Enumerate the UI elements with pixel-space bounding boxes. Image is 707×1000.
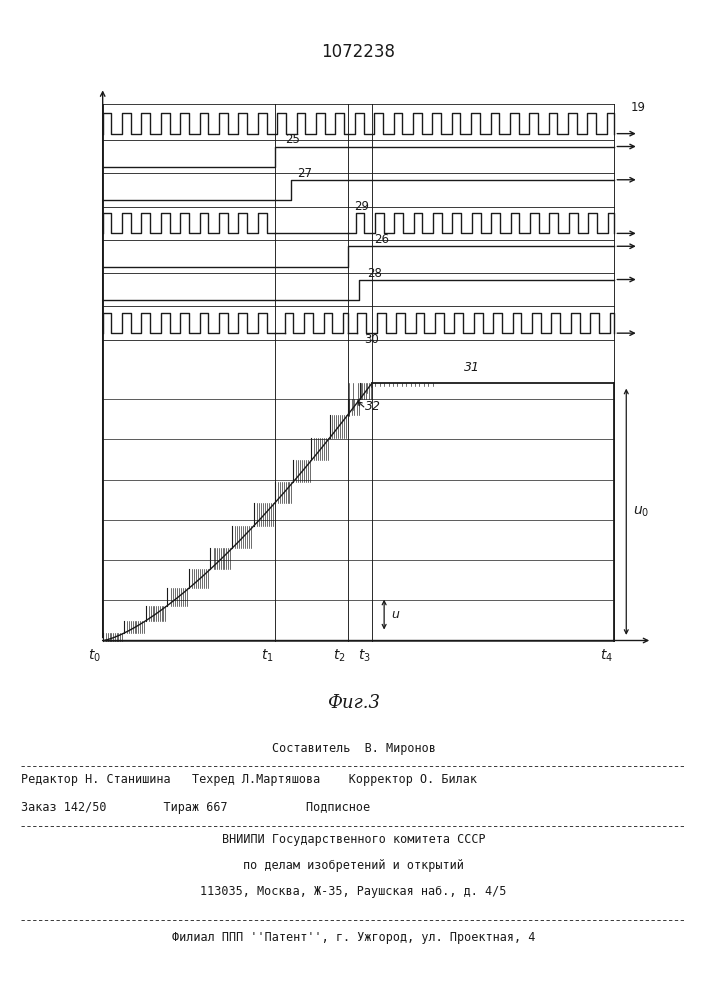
Text: Редактор Н. Станишина   Техред Л.Мартяшова    Корректор О. Билак: Редактор Н. Станишина Техред Л.Мартяшова… [21, 773, 477, 786]
Text: 27: 27 [297, 167, 312, 180]
Text: $u$: $u$ [390, 608, 400, 621]
Text: $t_3$: $t_3$ [358, 647, 370, 664]
Text: 28: 28 [368, 267, 382, 280]
Text: 1072238: 1072238 [322, 43, 395, 61]
Text: Составитель  В. Миронов: Составитель В. Миронов [271, 742, 436, 755]
Text: $t_2$: $t_2$ [334, 647, 346, 664]
Text: 26: 26 [373, 233, 389, 246]
Text: Заказ 142/50        Тираж 667           Подписное: Заказ 142/50 Тираж 667 Подписное [21, 802, 370, 814]
Text: 30: 30 [364, 333, 379, 346]
Text: $u_0$: $u_0$ [633, 505, 649, 519]
Text: 19: 19 [631, 101, 645, 114]
Text: $t_4$: $t_4$ [600, 647, 613, 664]
Text: 31: 31 [464, 361, 480, 374]
Text: ВНИИПИ Государственного комитета СССР: ВНИИПИ Государственного комитета СССР [222, 833, 485, 846]
Text: $t_0$: $t_0$ [88, 647, 101, 664]
Text: Фиг.3: Фиг.3 [327, 694, 380, 712]
Text: Филиал ППП ''Патент'', г. Ужгород, ул. Проектная, 4: Филиал ППП ''Патент'', г. Ужгород, ул. П… [172, 932, 535, 944]
Text: 25: 25 [285, 133, 300, 146]
Text: 113035, Москва, Ж-35, Раушская наб., д. 4/5: 113035, Москва, Ж-35, Раушская наб., д. … [200, 885, 507, 898]
Text: по делам изобретений и открытий: по делам изобретений и открытий [243, 859, 464, 872]
Text: 29: 29 [354, 200, 369, 213]
Text: 32: 32 [365, 400, 381, 413]
Text: $t_1$: $t_1$ [261, 647, 274, 664]
